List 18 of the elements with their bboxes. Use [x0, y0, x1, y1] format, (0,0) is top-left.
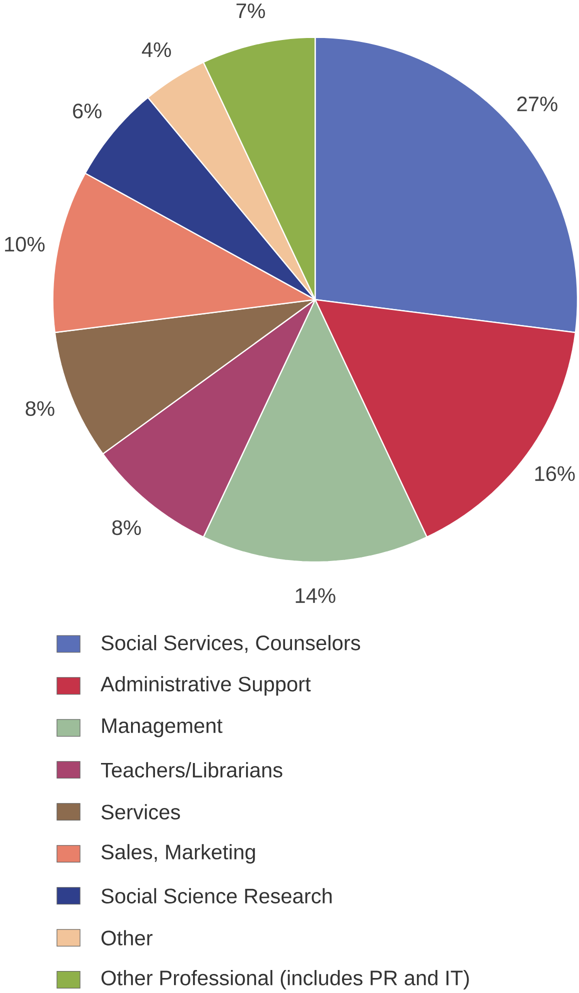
legend-label: Social Science Research — [101, 888, 332, 904]
legend-label: Services — [101, 804, 180, 820]
legend-label: Social Services, Counselors — [101, 634, 360, 653]
data-label: 8% — [112, 520, 141, 536]
legend-label: Management — [102, 718, 222, 738]
legend-label: Sales, Marketing — [101, 844, 255, 864]
data-label: 16% — [535, 466, 575, 482]
data-label: 6% — [73, 104, 102, 118]
legend-label: Teachers/Librarians — [101, 762, 282, 778]
legend-label: Other Professional (includes PR and IT) — [102, 970, 469, 990]
data-label: 27% — [517, 96, 558, 112]
legend-label: Other — [102, 930, 152, 946]
data-label: 4% — [142, 42, 171, 58]
data-label: 8% — [26, 401, 54, 416]
data-label: 7% — [236, 3, 265, 18]
data-label: 10% — [5, 236, 45, 252]
legend-label: Administrative Support — [100, 676, 311, 696]
data-label: 14% — [296, 588, 336, 603]
